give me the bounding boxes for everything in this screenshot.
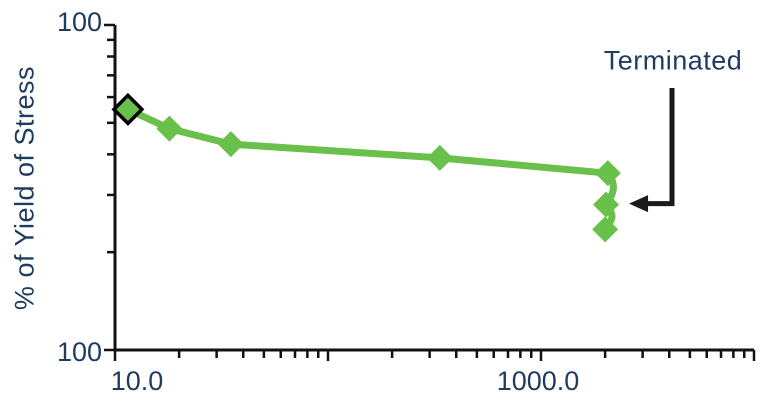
x-axis-tick-label-10: 10.0 [110, 366, 164, 396]
data-point-diamond-marker [592, 216, 619, 243]
terminated-annotation-label: Terminated [603, 45, 743, 76]
data-point-diamond-marker [426, 144, 453, 171]
terminated-arrowhead [629, 195, 649, 213]
data-point-diamond-marker [593, 191, 620, 218]
terminated-arrow [645, 88, 675, 207]
data-point-diamond-marker [594, 160, 621, 187]
y-axis-tick-label-top: 100 [56, 7, 102, 37]
data-point-diamond-marker [217, 131, 244, 158]
data-point-diamond-marker [156, 115, 183, 142]
x-axis-tick-label-1000: 1000.0 [496, 366, 580, 396]
start-point-diamond-marker [111, 92, 145, 126]
y-axis-title: % of Yield of Stress [9, 65, 40, 311]
y-axis-tick-label-bottom: 100 [56, 337, 102, 367]
series-line [124, 105, 617, 233]
